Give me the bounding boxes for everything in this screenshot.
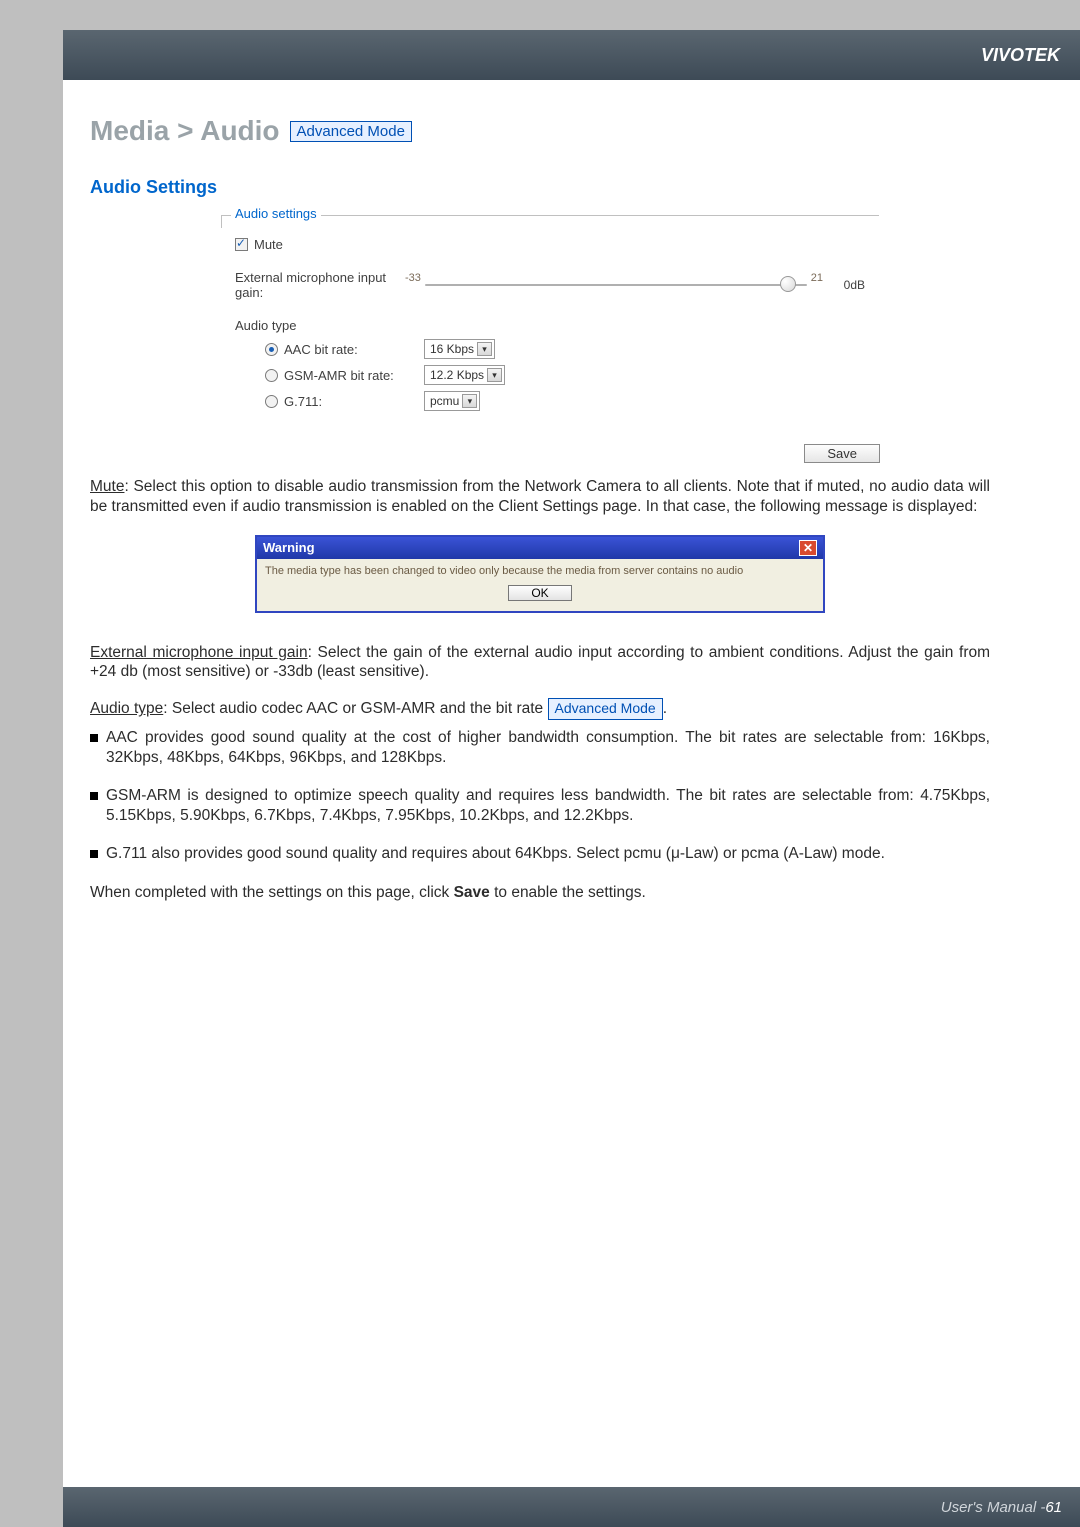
gsm-select[interactable]: 12.2 Kbps ▾ [424, 365, 505, 385]
save-button[interactable]: Save [804, 444, 880, 463]
header-bar: VIVOTEK [63, 30, 1080, 80]
slider-value: 0dB [827, 278, 865, 292]
top-strip [0, 0, 1080, 30]
gain-term: External microphone input gain [90, 644, 308, 661]
save-pre: When completed with the settings on this… [90, 884, 454, 901]
mute-rest: : Select this option to disable audio tr… [90, 478, 990, 515]
save-post: to enable the settings. [490, 884, 646, 901]
bullet-icon [90, 850, 98, 858]
bullet-2-text: GSM-ARM is designed to optimize speech q… [106, 786, 990, 826]
g711-select[interactable]: pcmu ▾ [424, 391, 480, 411]
save-row: Save [90, 444, 880, 463]
bullet-list: AAC provides good sound quality at the c… [90, 728, 990, 863]
mute-label: Mute [254, 237, 283, 252]
brand-label: VIVOTEK [981, 45, 1060, 66]
bullet-3: G.711 also provides good sound quality a… [90, 844, 990, 864]
bullet-3-text: G.711 also provides good sound quality a… [106, 844, 885, 864]
warning-message: The media type has been changed to video… [265, 565, 815, 577]
gsm-select-value: 12.2 Kbps [430, 368, 484, 382]
audio-settings-panel: Audio settings Mute External microphone … [220, 206, 880, 432]
gain-row: External microphone input gain: -33 21 0… [235, 270, 865, 300]
warning-body: The media type has been changed to video… [257, 559, 823, 611]
slider-track-line [425, 284, 807, 286]
gsm-label: GSM-AMR bit rate: [284, 368, 424, 383]
slider-track[interactable] [425, 276, 807, 294]
audio-type-row: Audio type [235, 318, 865, 333]
aac-radio[interactable] [265, 343, 278, 356]
close-icon[interactable]: ✕ [799, 540, 817, 556]
warning-dialog: Warning ✕ The media type has been change… [255, 535, 825, 613]
page-title-row: Media > Audio Advanced Mode [90, 115, 990, 147]
chevron-down-icon: ▾ [477, 342, 492, 356]
warning-title-text: Warning [263, 540, 315, 555]
mute-row: Mute [235, 237, 865, 252]
type-paragraph: Audio type: Select audio codec AAC or GS… [90, 698, 990, 720]
bullet-2: GSM-ARM is designed to optimize speech q… [90, 786, 990, 826]
section-title: Audio Settings [90, 177, 990, 198]
mute-paragraph: Mute: Select this option to disable audi… [90, 477, 990, 517]
gsm-radio[interactable] [265, 369, 278, 382]
slider-min: -33 [405, 272, 421, 284]
audio-type-label: Audio type [235, 318, 296, 333]
mute-term: Mute [90, 478, 124, 495]
type-tail: . [663, 700, 667, 717]
save-bold: Save [454, 884, 490, 901]
footer-bar: User's Manual - 61 [63, 1487, 1080, 1527]
fieldset-legend: Audio settings [231, 206, 321, 221]
type-term: Audio type [90, 700, 163, 717]
mute-checkbox[interactable] [235, 238, 248, 251]
g711-radio[interactable] [265, 395, 278, 408]
footer-page: 61 [1045, 1499, 1062, 1516]
save-paragraph: When completed with the settings on this… [90, 883, 990, 903]
gsm-row: GSM-AMR bit rate: 12.2 Kbps ▾ [235, 365, 865, 385]
type-mid: : Select audio codec AAC or GSM-AMR and … [163, 700, 547, 717]
slider-thumb[interactable] [780, 276, 796, 292]
aac-select-value: 16 Kbps [430, 342, 474, 356]
bullet-icon [90, 734, 98, 742]
aac-row: AAC bit rate: 16 Kbps ▾ [235, 339, 865, 359]
chevron-down-icon: ▾ [462, 394, 477, 408]
gain-paragraph: External microphone input gain: Select t… [90, 643, 990, 683]
aac-select[interactable]: 16 Kbps ▾ [424, 339, 495, 359]
chevron-down-icon: ▾ [487, 368, 502, 382]
bullet-icon [90, 792, 98, 800]
audio-settings-fieldset: Audio settings Mute External microphone … [221, 207, 879, 431]
ok-button[interactable]: OK [508, 585, 571, 601]
g711-label: G.711: [284, 394, 424, 409]
gain-label: External microphone input gain: [235, 270, 405, 300]
aac-label: AAC bit rate: [284, 342, 424, 357]
gain-slider[interactable]: -33 21 0dB [405, 272, 865, 298]
bullet-1: AAC provides good sound quality at the c… [90, 728, 990, 768]
g711-select-value: pcmu [430, 394, 459, 408]
bullet-1-text: AAC provides good sound quality at the c… [106, 728, 990, 768]
slider-max: 21 [811, 272, 823, 284]
advanced-mode-badge-inline: Advanced Mode [548, 698, 663, 720]
g711-row: G.711: pcmu ▾ [235, 391, 865, 411]
advanced-mode-badge: Advanced Mode [290, 121, 412, 142]
warning-titlebar: Warning ✕ [257, 537, 823, 559]
footer-label: User's Manual - [941, 1499, 1046, 1516]
content: Media > Audio Advanced Mode Audio Settin… [90, 115, 990, 903]
left-strip [0, 0, 63, 1527]
breadcrumb: Media > Audio [90, 115, 280, 147]
